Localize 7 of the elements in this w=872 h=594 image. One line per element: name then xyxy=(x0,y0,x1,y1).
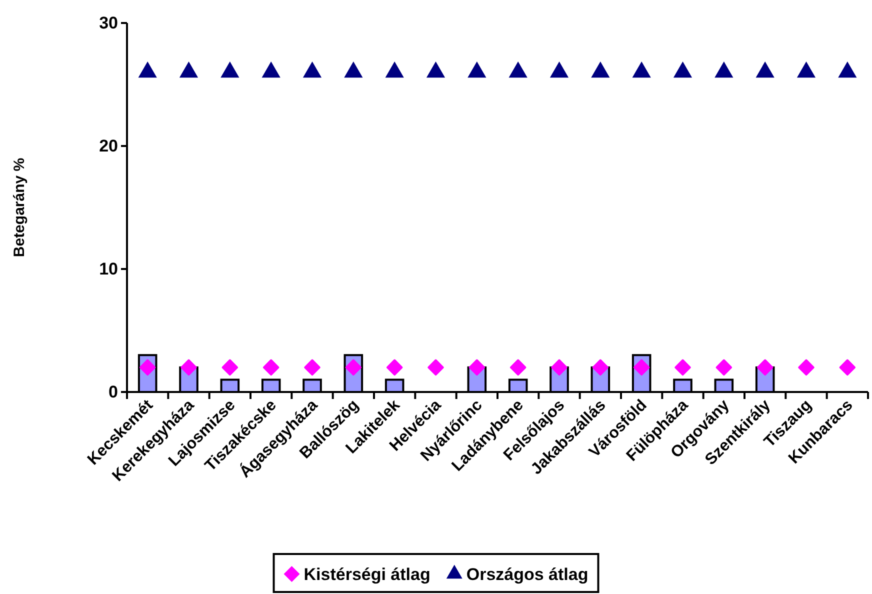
y-axis-title: Betegarány % xyxy=(11,158,28,258)
y-tick-label: 0 xyxy=(108,382,118,402)
y-tick-label: 30 xyxy=(99,13,118,32)
legend-label: Kistérségi átlag xyxy=(304,565,430,584)
legend-label: Országos átlag xyxy=(466,565,588,584)
y-tick-label: 20 xyxy=(99,136,118,156)
y-tick-label: 10 xyxy=(99,259,118,278)
